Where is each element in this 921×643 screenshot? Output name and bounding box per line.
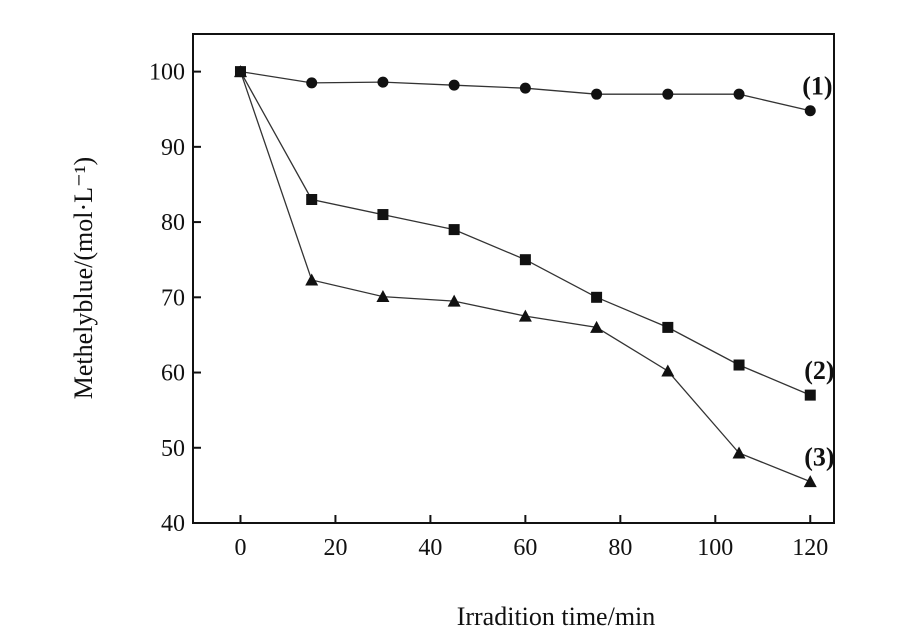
y-tick-label: 90: [161, 135, 185, 161]
series-2-point: [733, 359, 745, 371]
series-3-label: (3): [804, 443, 834, 472]
series-1-point: [591, 88, 603, 100]
series-3-point: [376, 290, 390, 303]
y-tick-label: 50: [161, 436, 185, 462]
y-axis: 40 50 60 70 80 90 100: [149, 60, 201, 537]
x-tick-label: 100: [697, 535, 733, 561]
series-3-point: [233, 65, 247, 78]
series-3-point: [803, 475, 817, 488]
series-1-point: [804, 105, 816, 117]
series-2-point: [448, 224, 460, 236]
series-layer: [233, 65, 817, 488]
y-tick-label: 80: [161, 210, 185, 236]
y-axis-title: Methelyblue/(mol·L⁻¹): [69, 157, 98, 399]
series-2-label: (2): [804, 356, 834, 385]
series-2-point: [519, 254, 531, 266]
series-2-point: [591, 291, 603, 303]
plot-frame: [192, 33, 835, 524]
series-2-point: [662, 321, 674, 333]
x-axis-title: Irradition time/min: [457, 602, 656, 631]
series-1-label: (1): [802, 72, 832, 101]
series-2-line: [239, 71, 811, 396]
series-1-point: [377, 76, 389, 88]
series-3-point: [590, 320, 604, 333]
y-tick-label: 40: [161, 511, 185, 537]
series-2-point: [377, 209, 389, 221]
series-3-point: [732, 446, 746, 459]
series-1-point: [662, 88, 674, 100]
series-1-point: [733, 88, 745, 100]
x-tick-label: 20: [323, 535, 347, 561]
series-1-point: [306, 77, 318, 89]
series-3-point: [447, 294, 461, 307]
x-tick-label: 120: [792, 535, 828, 561]
y-tick-label: 60: [161, 361, 185, 387]
series-3-point: [518, 309, 532, 322]
y-tick-label: 70: [161, 285, 185, 311]
x-tick-label: 0: [234, 535, 246, 561]
series-3-line: [239, 71, 811, 483]
series-1-point: [519, 82, 531, 94]
x-tick-label: 40: [418, 535, 442, 561]
series-3-point: [661, 364, 675, 377]
x-tick-label: 60: [513, 535, 537, 561]
x-tick-label: 80: [608, 535, 632, 561]
y-tick-label: 100: [149, 60, 185, 86]
x-axis: 0 20 40 60 80 100 120: [234, 515, 828, 561]
series-2-point: [306, 194, 318, 206]
series-labels: (1) (2) (3): [802, 72, 834, 472]
series-2-point: [804, 389, 816, 401]
series-3-point: [305, 273, 319, 286]
series-1-point: [448, 79, 460, 91]
